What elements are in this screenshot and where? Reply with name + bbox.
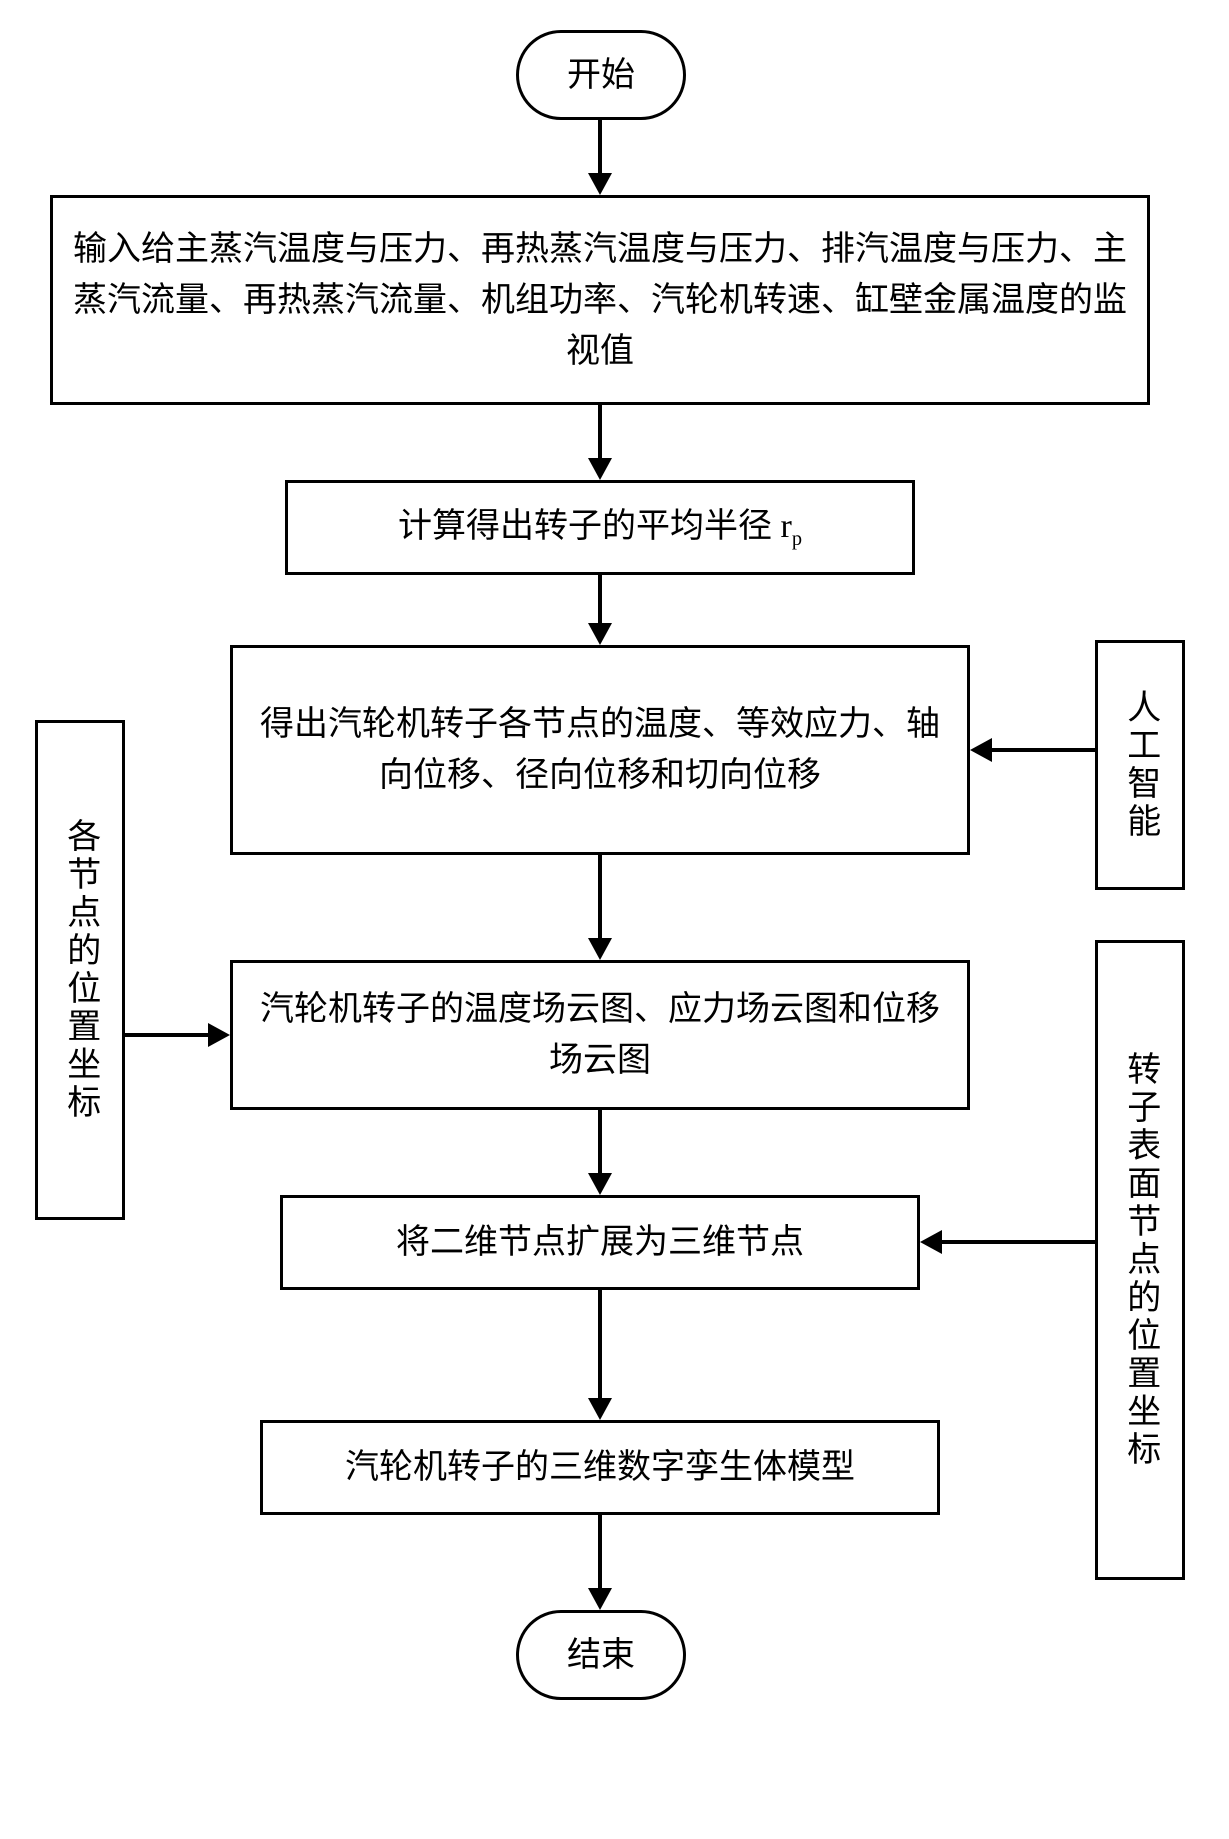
- arrow-line: [990, 748, 1095, 752]
- arrow-head: [588, 623, 612, 645]
- twin-model-label: 汽轮机转子的三维数字孪生体模型: [345, 1442, 855, 1493]
- cloud-maps-node: 汽轮机转子的温度场云图、应力场云图和位移场云图: [230, 960, 970, 1110]
- input-label: 输入给主蒸汽温度与压力、再热蒸汽温度与压力、排汽温度与压力、主蒸汽流量、再热蒸汽…: [71, 224, 1129, 377]
- arrow-head: [920, 1230, 942, 1254]
- arrow-line: [598, 1290, 602, 1400]
- arrow-line: [125, 1033, 210, 1037]
- arrow-head: [970, 738, 992, 762]
- side-ai-label: 人工智能: [1116, 689, 1164, 841]
- end-label: 结束: [567, 1630, 635, 1681]
- calc-rp-label: 计算得出转子的平均半径 rp: [398, 501, 802, 554]
- extend-3d-label: 将二维节点扩展为三维节点: [396, 1217, 804, 1268]
- arrow-head: [208, 1023, 230, 1047]
- arrow-line: [598, 1110, 602, 1175]
- arrow-line: [598, 1515, 602, 1590]
- compute-nodes-node: 得出汽轮机转子各节点的温度、等效应力、轴向位移、径向位移和切向位移: [230, 645, 970, 855]
- start-label: 开始: [567, 50, 635, 101]
- arrow-head: [588, 458, 612, 480]
- extend-3d-node: 将二维节点扩展为三维节点: [280, 1195, 920, 1290]
- arrow-line: [940, 1240, 1095, 1244]
- input-node: 输入给主蒸汽温度与压力、再热蒸汽温度与压力、排汽温度与压力、主蒸汽流量、再热蒸汽…: [50, 195, 1150, 405]
- side-ai-node: 人工智能: [1095, 640, 1185, 890]
- arrow-head: [588, 1398, 612, 1420]
- side-surface-label: 转子表面节点的位置坐标: [1116, 1051, 1164, 1469]
- side-surface-node: 转子表面节点的位置坐标: [1095, 940, 1185, 1580]
- twin-model-node: 汽轮机转子的三维数字孪生体模型: [260, 1420, 940, 1515]
- cloud-maps-label: 汽轮机转子的温度场云图、应力场云图和位移场云图: [251, 984, 949, 1086]
- calc-rp-node: 计算得出转子的平均半径 rp: [285, 480, 915, 575]
- arrow-head: [588, 938, 612, 960]
- arrow-line: [598, 120, 602, 175]
- start-node: 开始: [516, 30, 686, 120]
- arrow-head: [588, 1173, 612, 1195]
- arrow-line: [598, 405, 602, 460]
- side-left-label: 各节点的位置坐标: [56, 818, 104, 1122]
- arrow-head: [588, 173, 612, 195]
- arrow-head: [588, 1588, 612, 1610]
- end-node: 结束: [516, 1610, 686, 1700]
- flowchart-container: 开始 输入给主蒸汽温度与压力、再热蒸汽温度与压力、排汽温度与压力、主蒸汽流量、再…: [0, 0, 1229, 1839]
- side-left-node: 各节点的位置坐标: [35, 720, 125, 1220]
- compute-nodes-label: 得出汽轮机转子各节点的温度、等效应力、轴向位移、径向位移和切向位移: [251, 699, 949, 801]
- arrow-line: [598, 575, 602, 625]
- arrow-line: [598, 855, 602, 940]
